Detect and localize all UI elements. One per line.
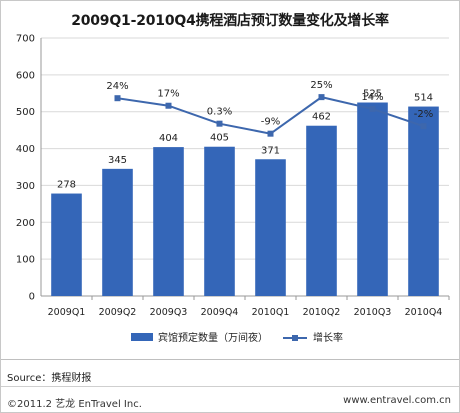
growth-rate-label: -2%: [414, 109, 433, 120]
growth-rate-label: 0.3%: [207, 107, 232, 118]
bar-value-label: 525: [363, 89, 382, 100]
bar-value-label: 371: [261, 145, 280, 156]
growth-rate-point: [369, 105, 376, 112]
legend-line-label: 增长率: [313, 331, 343, 344]
bar-value-label: 404: [159, 133, 178, 144]
bar-value-label: 405: [210, 133, 229, 144]
bar: [102, 168, 133, 296]
x-tick-label: 2010Q3: [354, 307, 392, 318]
source-note: Source：携程财报: [7, 373, 92, 384]
y-tick-label: 500: [16, 107, 35, 118]
growth-rate-point: [420, 123, 427, 130]
growth-rate-point: [267, 130, 274, 137]
bar: [204, 146, 235, 296]
growth-rate-label: -9%: [261, 117, 280, 128]
chart-title: 2009Q1-2010Q4携程酒店预订数量变化及增长率: [71, 13, 389, 29]
growth-rate-point: [165, 102, 172, 109]
bar: [153, 147, 184, 296]
x-tick-label: 2009Q4: [201, 307, 239, 318]
source-divider: [1, 359, 459, 360]
growth-rate-label: 24%: [106, 81, 128, 92]
legend-line-marker: [292, 335, 298, 341]
y-tick-label: 700: [16, 34, 35, 45]
legend-bar-label: 宾馆预定数量（万间夜）: [158, 331, 268, 344]
bar-value-label: 278: [57, 180, 76, 191]
y-tick-label: 100: [16, 255, 35, 266]
y-tick-label: 200: [16, 218, 35, 229]
y-tick-label: 0: [29, 292, 35, 303]
growth-rate-label: 17%: [157, 89, 179, 100]
growth-rate-point: [216, 120, 223, 127]
growth-rate-label: 25%: [310, 80, 332, 91]
bar: [255, 159, 286, 296]
chart-area: 0 100 200 300 400 500 600 700 278 2009Q1 345 2009Q2…: [16, 34, 450, 344]
bar: [51, 193, 82, 296]
footer-divider: [1, 386, 459, 387]
x-tick-label: 2009Q1: [48, 307, 86, 318]
y-tick-label: 400: [16, 144, 35, 155]
y-tick-label: 600: [16, 70, 35, 81]
copyright-text: ©2011.2 艺龙 EnTravel Inc.: [7, 399, 142, 410]
x-tick-label: 2010Q2: [303, 307, 341, 318]
bar: [306, 125, 337, 296]
y-tick-label: 300: [16, 181, 35, 192]
growth-rate-point: [114, 95, 121, 102]
x-tick-label: 2009Q3: [150, 307, 188, 318]
bar-value-label: 345: [108, 155, 127, 166]
growth-rate-label: 14%: [361, 92, 383, 103]
bar-value-label: 514: [414, 93, 433, 104]
x-tick-label: 2010Q4: [405, 307, 443, 318]
legend-bar-swatch: [131, 333, 153, 341]
x-tick-label: 2009Q2: [99, 307, 137, 318]
website-link[interactable]: www.entravel.com.cn: [343, 395, 451, 406]
bar-value-label: 462: [312, 112, 331, 123]
growth-rate-point: [318, 94, 325, 101]
bar: [408, 106, 439, 296]
x-tick-label: 2010Q1: [252, 307, 290, 318]
bar: [357, 102, 388, 296]
